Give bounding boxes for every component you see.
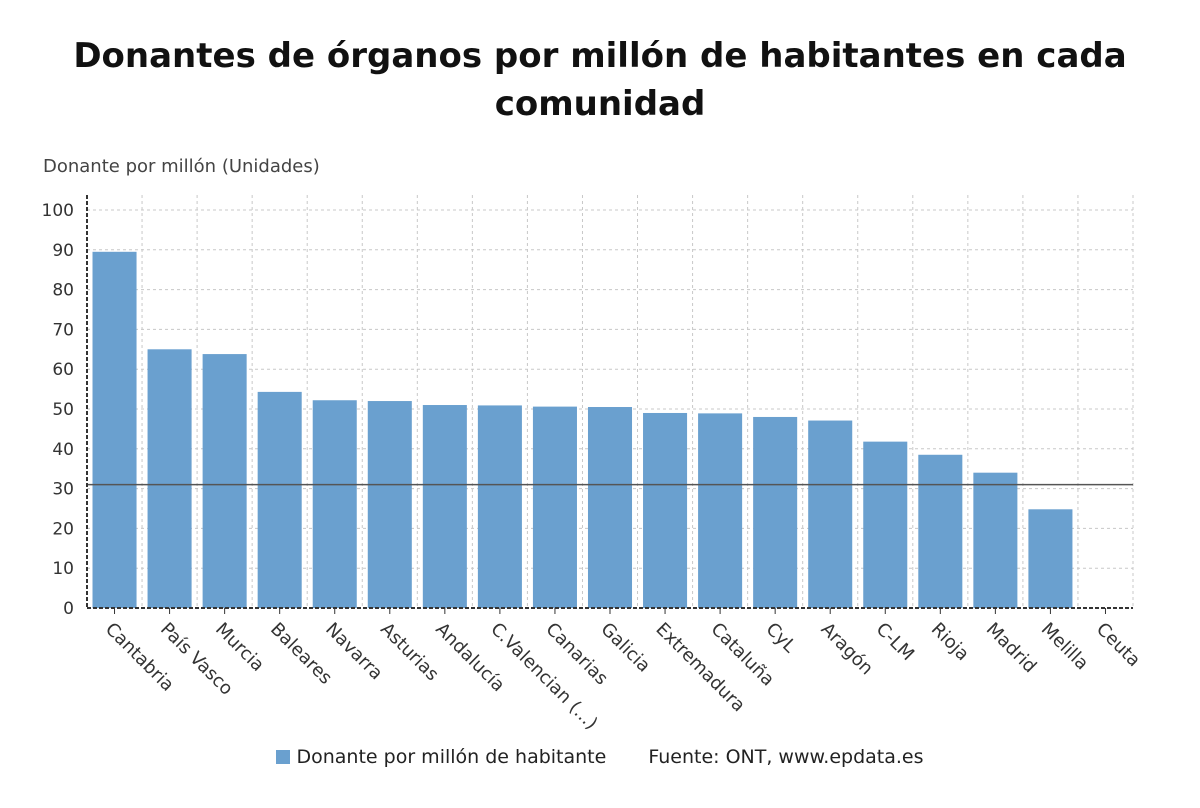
bar [863, 441, 908, 608]
x-tick-label: Rioja [927, 619, 973, 665]
bar [422, 405, 467, 608]
x-tick-label: Ceuta [1092, 619, 1144, 671]
bar [918, 454, 963, 608]
y-axis-label: Donante por millón (Unidades) [43, 156, 320, 177]
y-tick-label: 20 [52, 519, 74, 539]
y-tick-label: 90 [52, 241, 74, 261]
bar [973, 472, 1018, 608]
x-tick-label: Aragón [817, 619, 878, 680]
bars-layer [92, 251, 1073, 609]
y-tick-label: 40 [52, 440, 74, 460]
bar [698, 413, 743, 608]
legend: Donante por millón de habitante Fuente: … [0, 746, 1200, 768]
bar [147, 349, 192, 608]
bar [1028, 509, 1073, 608]
bar [532, 406, 577, 608]
y-tick-label: 50 [52, 400, 74, 420]
y-tick-label: 60 [52, 360, 74, 380]
legend-swatch [276, 750, 291, 764]
bar [202, 354, 247, 608]
x-tick-label: Madrid [982, 619, 1041, 678]
bar [643, 412, 688, 608]
y-tick-label: 30 [52, 480, 74, 500]
y-tick-label: 0 [63, 599, 74, 619]
y-tick-label: 80 [52, 281, 74, 301]
legend-series-label: Donante por millón de habitante [296, 746, 607, 768]
bar [92, 251, 137, 609]
x-tick-label: Asturias [376, 619, 442, 685]
x-tick-label: C-LM [872, 619, 918, 665]
x-tick-label: CyL [762, 619, 800, 657]
bar [587, 407, 633, 608]
source-note: Fuente: ONT, www.epdata.es [648, 746, 924, 768]
bar [808, 420, 853, 608]
bar [753, 416, 798, 608]
axis-layer [86, 195, 1133, 614]
x-tick-label: Melilla [1037, 619, 1093, 675]
y-tick-label: 70 [52, 320, 74, 340]
bar [477, 405, 522, 608]
bar [367, 401, 412, 608]
bar [257, 391, 302, 608]
chart-title: Donantes de órganos por millón de habita… [73, 36, 1127, 124]
bar [312, 400, 357, 608]
y-tick-label: 100 [42, 201, 74, 221]
y-tick-label: 10 [52, 559, 74, 579]
